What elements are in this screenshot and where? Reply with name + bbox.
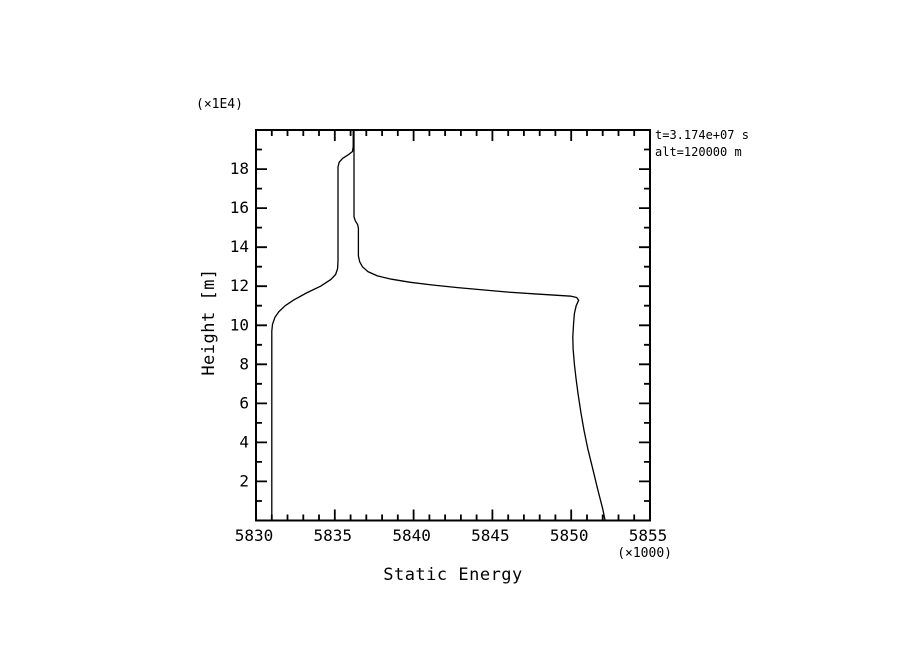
y-tick-label: 12 [230, 276, 249, 295]
y-tick-label: 6 [239, 393, 249, 412]
x-tick-label: 5840 [392, 526, 431, 545]
annotation-time: t=3.174e+07 s [655, 128, 749, 142]
y-tick-label: 18 [230, 159, 249, 178]
x-tick-label: 5845 [471, 526, 510, 545]
x-axis-title: Static Energy [383, 565, 523, 585]
x-tick-label: 5830 [235, 526, 274, 545]
y-axis-title: Height [m] [199, 268, 219, 376]
y-tick-label: 8 [239, 354, 249, 373]
y-tick-label: 16 [230, 198, 249, 217]
y-tick-label: 2 [239, 471, 249, 490]
y-tick-label: 14 [230, 237, 249, 256]
annotation-altitude: alt=120000 m [655, 145, 742, 159]
x-tick-label: 5835 [314, 526, 353, 545]
y-axis-multiplier: (×1E4) [196, 97, 243, 112]
x-tick-label: 5850 [550, 526, 589, 545]
y-tick-label: 10 [230, 315, 249, 334]
plot-annotation: t=3.174e+07 s alt=120000 m [655, 127, 749, 161]
x-tick-label: 5855 [629, 526, 668, 545]
x-axis-multiplier: (×1000) [617, 546, 672, 561]
y-tick-label: 4 [239, 432, 249, 451]
static-energy-curve [271, 129, 606, 521]
